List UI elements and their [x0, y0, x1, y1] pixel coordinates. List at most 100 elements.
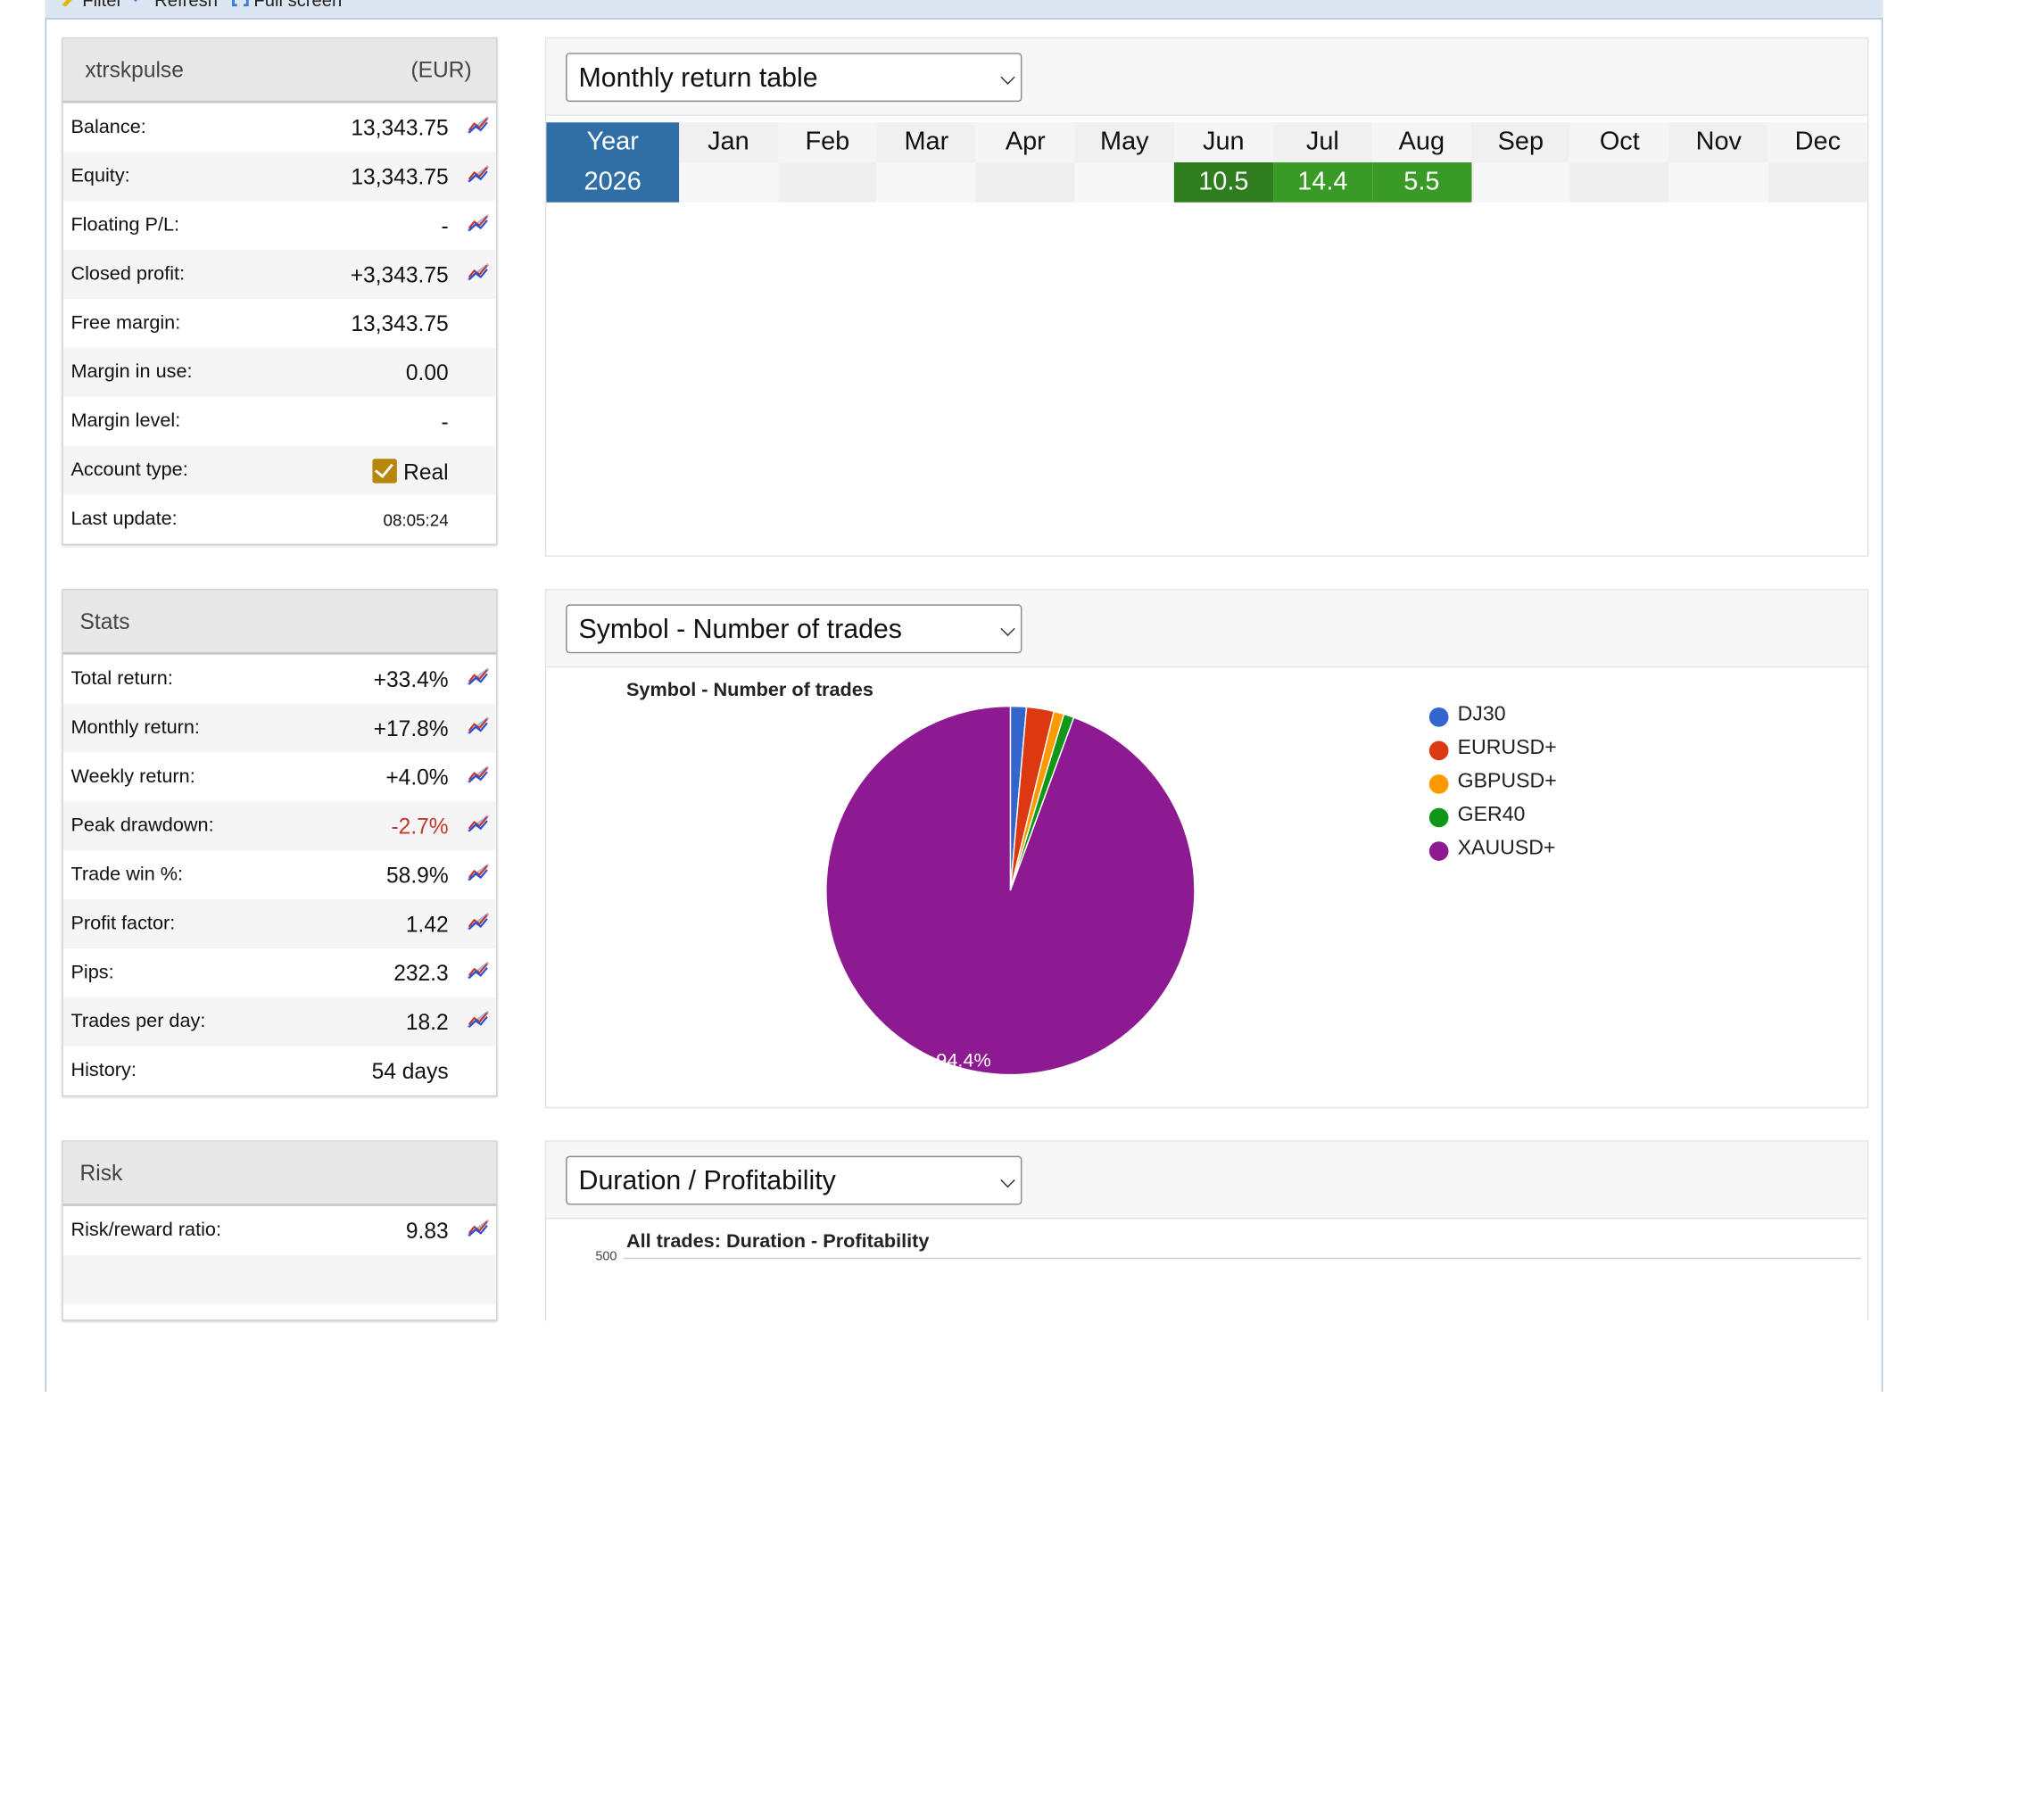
legend-item[interactable]: XAUUSD+ [1428, 837, 1557, 872]
peak-drawdown-row: Peak drawdown: -2.7% [62, 801, 497, 851]
gridline [624, 1257, 1861, 1260]
stats-header: Stats [62, 590, 497, 655]
closed-profit-row: Closed profit: +3,343.75 [62, 250, 497, 300]
account-type-value: Real [403, 459, 449, 485]
table-header-row: Year Jan Feb Mar Apr May Jun Jul Aug Sep Oct Nov Dec [546, 122, 1867, 162]
balance-value: 13,343.75 [351, 115, 449, 141]
account-panel: xtrskpulse (EUR) Balance: 13,343.75 Equit… [62, 37, 498, 545]
chart-trend-icon[interactable] [467, 1009, 490, 1030]
month-header: May [1074, 122, 1174, 162]
legend-item[interactable]: EURUSD+ [1428, 737, 1557, 771]
month-cell: 5.5 [1371, 161, 1471, 203]
legend-dot-icon [1428, 740, 1449, 761]
chart-trend-icon[interactable] [467, 716, 490, 736]
chart-trend-icon[interactable] [467, 666, 490, 687]
month-header: Oct [1569, 122, 1669, 162]
pie-chart: 94.4% [825, 705, 1196, 1076]
month-cell [777, 161, 877, 203]
chart-type-select[interactable]: Duration / Profitability [566, 1155, 1022, 1205]
account-name: xtrskpulse [85, 57, 184, 83]
year-header: Year [546, 122, 679, 162]
equity-row: Equity: 13,343.75 [62, 152, 497, 202]
pie-slice-xauusd[interactable] [825, 705, 1196, 1076]
account-type-row: Account type: Real [62, 445, 497, 495]
pie-slice-label: 94.4% [936, 1048, 990, 1071]
stats-title: Stats [79, 609, 130, 634]
y-axis-tick: 500 [595, 1250, 617, 1264]
month-header: Nov [1668, 122, 1768, 162]
month-header: Feb [777, 122, 877, 162]
chart-type-select[interactable]: Symbol - Number of trades [566, 604, 1022, 654]
chart-trend-icon[interactable] [467, 1218, 490, 1238]
chart-trend-icon[interactable] [467, 163, 490, 184]
profit-factor-row: Profit factor: 1.42 [62, 899, 497, 949]
chart-trend-icon[interactable] [467, 261, 490, 282]
legend-item[interactable]: GBPUSD+ [1428, 770, 1557, 805]
month-cell [678, 161, 778, 203]
month-cell [876, 161, 976, 203]
chart-type-select[interactable]: Monthly return table [566, 53, 1022, 103]
chart-trend-icon[interactable] [467, 960, 490, 980]
checkbox-icon [372, 459, 397, 484]
symbol-trades-header: Symbol - Number of trades [546, 590, 1867, 668]
month-header: Jan [678, 122, 778, 162]
history-row: History: 54 days [70, 1059, 449, 1084]
month-cell [1668, 161, 1768, 203]
stats-panel: Stats Total return: +33.4% Monthly return… [62, 589, 498, 1097]
legend-dot-icon [1428, 774, 1449, 794]
pie-legend: DJ30 EURUSD+ GBPUSD+ GER40 XAUUSD+ [1428, 703, 1557, 872]
chart-trend-icon[interactable] [467, 813, 490, 833]
risk-header: Risk [62, 1141, 497, 1206]
stats-rows: Total return: +33.4% Monthly return: +17.8… [62, 655, 497, 1096]
duration-panel: Duration / Profitability All trades: Dur… [544, 1140, 1869, 1321]
risk-reward-row: Risk/reward ratio: 9.83 [62, 1205, 497, 1255]
fullscreen-button[interactable]: Full screen [231, 0, 342, 11]
month-cell [1470, 161, 1570, 203]
chart-trend-icon[interactable] [467, 212, 490, 233]
balance-row: Balance: 13,343.75 [63, 103, 496, 153]
filter-icon [62, 0, 72, 7]
chart-trend-icon[interactable] [467, 911, 490, 931]
month-cell [1569, 161, 1669, 203]
weekly-return-row: Weekly return: +4.0% [63, 753, 496, 802]
legend-label: GBPUSD+ [1457, 770, 1557, 793]
chart-trend-icon[interactable] [467, 862, 490, 882]
month-header: Dec [1768, 122, 1867, 162]
legend-item[interactable]: GER40 [1428, 804, 1557, 838]
chart-trend-icon[interactable] [467, 765, 490, 785]
risk-title: Risk [79, 1161, 123, 1186]
fullscreen-icon [231, 0, 249, 7]
margin-in-use-row: Margin in use: 0.00 [62, 347, 497, 397]
monthly-return-panel: Monthly return table Year Jan Feb Mar Apr May… [544, 37, 1869, 557]
account-header: xtrskpulse (EUR) [62, 38, 497, 103]
chart-trend-icon[interactable] [467, 115, 490, 136]
legend-dot-icon [1428, 841, 1449, 861]
symbol-trades-panel: Symbol - Number of trades Symbol - Numbe… [544, 589, 1869, 1109]
risk-next-row [62, 1254, 497, 1304]
monthly-return-row: Monthly return: +17.8% [62, 703, 497, 753]
legend-item[interactable]: DJ30 [1428, 703, 1557, 738]
refresh-button[interactable]: Refresh [133, 0, 218, 11]
account-rows: Balance: 13,343.75 Equity: 13,343.75 Float… [62, 103, 497, 544]
trade-win-row: Trade win %: 58.9% [63, 850, 496, 899]
month-header: Sep [1470, 122, 1570, 162]
month-header: Mar [876, 122, 976, 162]
filter-button[interactable]: Filter [61, 0, 122, 11]
margin-level-row: Margin level: - [70, 410, 449, 434]
total-return-row: Total return: +33.4% [63, 655, 496, 704]
pie-chart-title: Symbol - Number of trades [625, 679, 873, 701]
refresh-icon [134, 0, 137, 2]
duration-header: Duration / Profitability [546, 1141, 1867, 1220]
legend-label: EURUSD+ [1457, 737, 1557, 759]
floating-pl-row: Floating P/L: - [63, 201, 496, 250]
risk-panel: Risk Risk/reward ratio: 9.83 [62, 1140, 498, 1321]
legend-label: DJ30 [1457, 703, 1506, 726]
legend-dot-icon [1428, 807, 1449, 828]
table-row: 2026 10.5 14.4 5.5 [546, 161, 1867, 203]
trades-per-day-row: Trades per day: 18.2 [62, 997, 497, 1046]
legend-label: XAUUSD+ [1457, 837, 1556, 860]
monthly-return-header: Monthly return table [546, 38, 1867, 116]
pips-row: Pips: 232.3 [63, 948, 496, 997]
month-header: Aug [1371, 122, 1471, 162]
month-header: Jun [1173, 122, 1273, 162]
